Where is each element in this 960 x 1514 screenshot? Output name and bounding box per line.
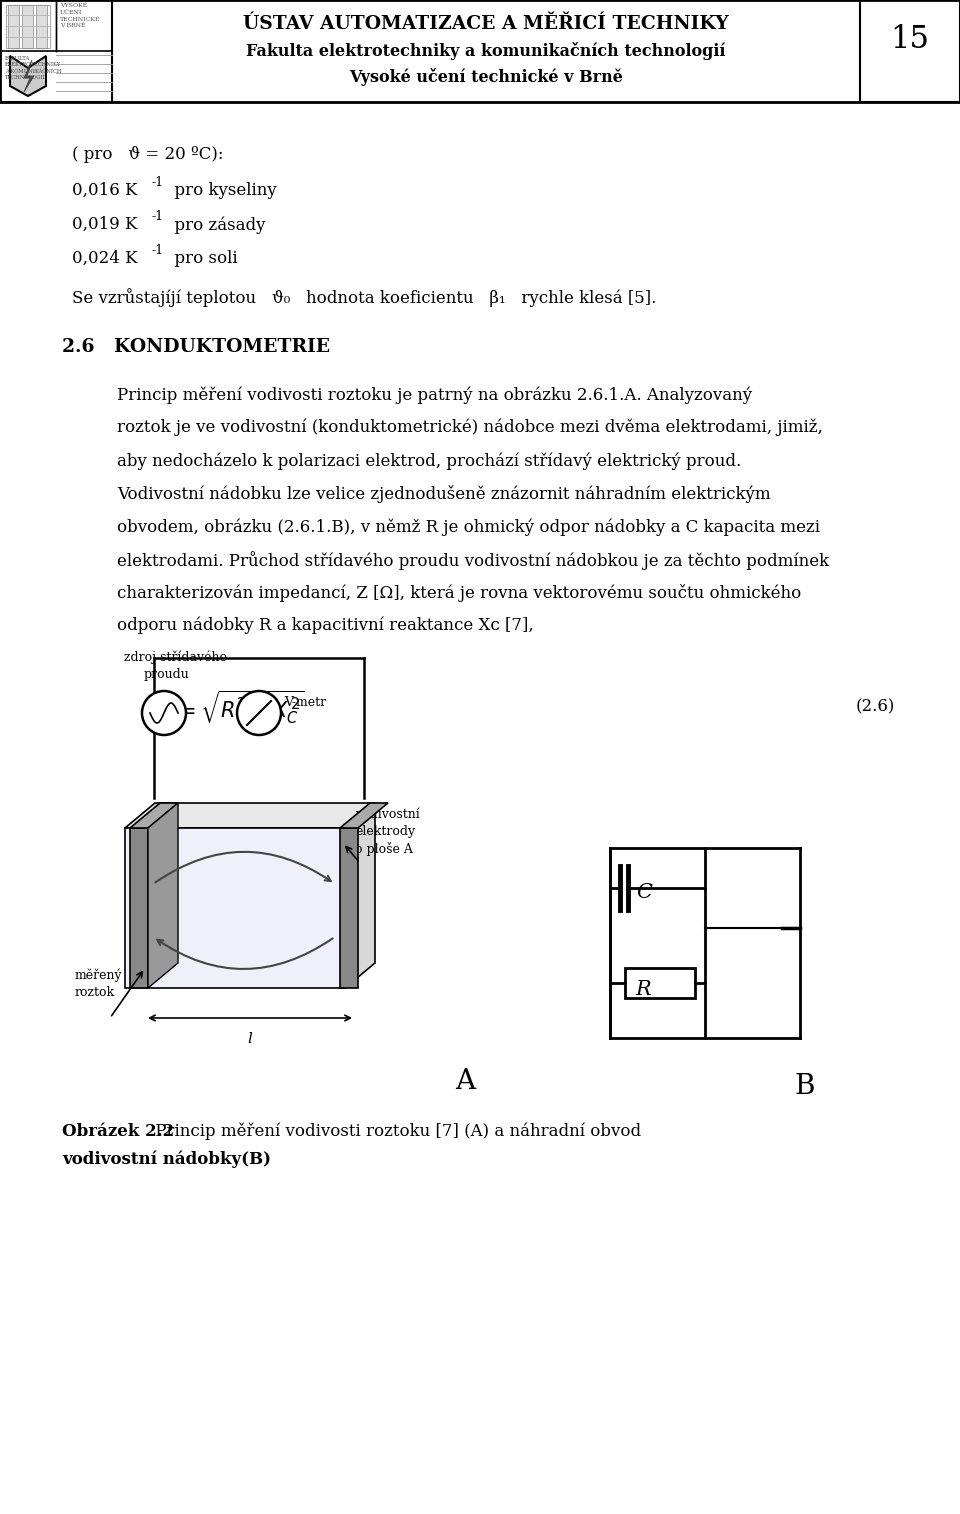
Polygon shape [345,802,375,989]
Text: proudu: proudu [144,668,190,681]
Text: vodivostní nádobky(B): vodivostní nádobky(B) [62,1151,271,1169]
Bar [0,0,112,101]
Text: elektrodami. Průchod střídavého proudu vodivostní nádobkou je za těchto podmínek: elektrodami. Průchod střídavého proudu v… [117,551,829,569]
Text: Se vzrůstajíjí teplotou   ϑ₀   hodnota koeficientu   β₁   rychle klesá [5].: Se vzrůstajíjí teplotou ϑ₀ hodnota koefi… [72,288,657,307]
Text: V-metr: V-metr [284,696,326,709]
Bar [860,0,960,101]
Text: ( pro   ϑ = 20 ºC):: ( pro ϑ = 20 ºC): [72,145,224,164]
Polygon shape [130,828,148,989]
Text: Obrázek 2.2: Obrázek 2.2 [62,1123,175,1140]
Text: 2.6   KONDUKTOMETRIE: 2.6 KONDUKTOMETRIE [62,338,330,356]
Text: Vodivostní nádobku lze velice zjednodušeně znázornit náhradním elektrickým: Vodivostní nádobku lze velice zjednoduše… [117,484,771,503]
Polygon shape [125,802,375,828]
Text: roztok je ve vodivostní (konduktometrické) nádobce mezi dvěma elektrodami, jimiž: roztok je ve vodivostní (konduktometrick… [117,419,823,436]
Text: VYSOKÉ
UČENÍ
TECHNICKÉ
V BRNĚ: VYSOKÉ UČENÍ TECHNICKÉ V BRNĚ [60,3,101,29]
Text: pro soli: pro soli [164,250,238,266]
Circle shape [142,690,186,734]
Text: Fakulta elektrotechniky a komunikačních technologií: Fakulta elektrotechniky a komunikačních … [247,42,726,61]
Polygon shape [130,802,178,828]
Text: 0,024 K: 0,024 K [72,250,137,266]
Text: odporu nádobky R a kapacitivní reaktance Xᴄ [7],: odporu nádobky R a kapacitivní reaktance… [117,618,534,634]
Text: 0,016 K: 0,016 K [72,182,137,198]
Text: ÚSTAV AUTOMATIZACE A MĚŘICÍ TECHNIKY: ÚSTAV AUTOMATIZACE A MĚŘICÍ TECHNIKY [243,15,729,33]
Bar [6,5,50,48]
Text: FAKULTA
ELEKTROTECHNIKY
A KOMUNIKAČNÍCH
TECHNOLOGIÍ: FAKULTA ELEKTROTECHNIKY A KOMUNIKAČNÍCH … [5,56,61,80]
Text: 0,019 K: 0,019 K [72,217,137,233]
Polygon shape [125,828,345,989]
Text: C: C [636,883,652,902]
Text: $Z = \sqrt{R^2 + X_C^{\,2}}$: $Z = \sqrt{R^2 + X_C^{\,2}}$ [160,687,305,725]
Text: zdroj střídavého: zdroj střídavého [124,650,227,663]
Text: R: R [635,980,651,999]
Text: -1: -1 [152,244,164,257]
Text: (2.6): (2.6) [855,698,895,715]
Text: charakterizován impedancí, Z [Ω], která je rovna vektorovému součtu ohmického: charakterizován impedancí, Z [Ω], která … [117,584,802,603]
Bar [0,0,960,101]
Circle shape [237,690,281,734]
Text: měřený
roztok: měřený roztok [75,967,123,999]
Text: vodivostní
elektrody
o ploše A: vodivostní elektrody o ploše A [355,808,420,857]
Text: B: B [795,1073,815,1101]
Text: Princip měření vodivosti roztoku [7] (A) a náhradní obvod: Princip měření vodivosti roztoku [7] (A)… [150,1123,641,1140]
Text: aby nedocházelo k polarizaci elektrod, prochází střídavý elektrický proud.: aby nedocházelo k polarizaci elektrod, p… [117,453,741,469]
Text: obvodem, obrázku (2.6.1.B), v němž R je ohmický odpor nádobky a C kapacita mezi: obvodem, obrázku (2.6.1.B), v němž R je… [117,518,820,536]
Bar [22,5,33,48]
Bar [8,5,19,48]
Polygon shape [10,56,46,95]
Polygon shape [340,802,388,828]
Text: 15: 15 [891,24,929,56]
Text: -1: -1 [152,210,164,223]
Text: -1: -1 [152,176,164,189]
Text: Vysoké učení technické v Brně: Vysoké učení technické v Brně [349,68,623,86]
Text: pro zásady: pro zásady [164,217,266,233]
Text: A: A [455,1067,475,1095]
Bar [625,967,695,998]
Text: l: l [248,1033,252,1046]
Text: Princip měření vodivosti roztoku je patrný na obrázku 2.6.1.A. Analyzovaný: Princip měření vodivosti roztoku je patr… [117,386,752,404]
Polygon shape [148,802,178,989]
Bar [36,5,47,48]
Polygon shape [340,828,358,989]
Text: pro kyseliny: pro kyseliny [164,182,276,198]
Polygon shape [24,61,34,92]
